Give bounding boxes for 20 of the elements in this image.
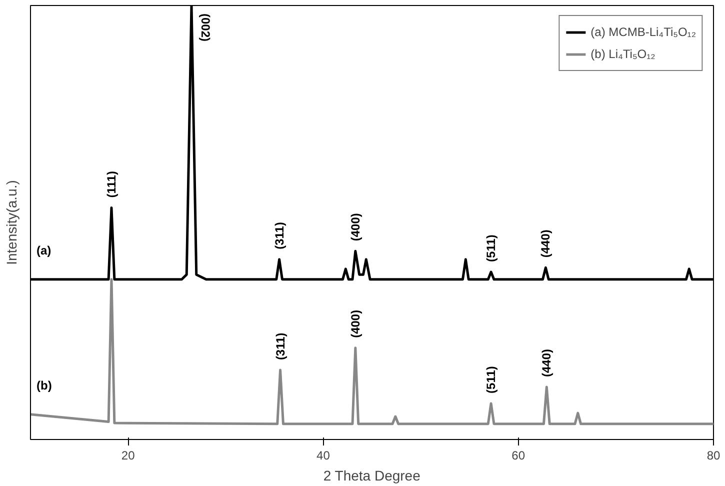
x-tick-label: 80: [706, 448, 720, 462]
annotation: (400): [348, 310, 362, 338]
annotation: (311): [272, 222, 286, 250]
annotation: (400): [348, 213, 362, 242]
annotation: (440): [540, 348, 554, 377]
legend-label: (b) Li₄Ti₅O₁₂: [590, 47, 656, 61]
x-axis-title: 2 Theta Degree: [323, 468, 421, 484]
annotation: (511): [484, 366, 498, 394]
annotation: (b): [36, 378, 52, 392]
annotation: (511): [484, 234, 498, 262]
annotation: (a): [36, 243, 52, 258]
x-tick-label: 40: [316, 448, 330, 462]
y-axis-title: Intensity(a.u.): [4, 180, 20, 265]
annotation: (111): [104, 171, 118, 198]
legend-label: (a) MCMB-Li₄Ti₅O₁₂: [590, 25, 696, 39]
annotation: (311): [273, 332, 288, 360]
annotation: (002): [198, 14, 212, 42]
x-tick-label: 60: [512, 448, 526, 462]
annotation: (440): [538, 230, 553, 258]
x-tick-label: 20: [121, 448, 136, 462]
